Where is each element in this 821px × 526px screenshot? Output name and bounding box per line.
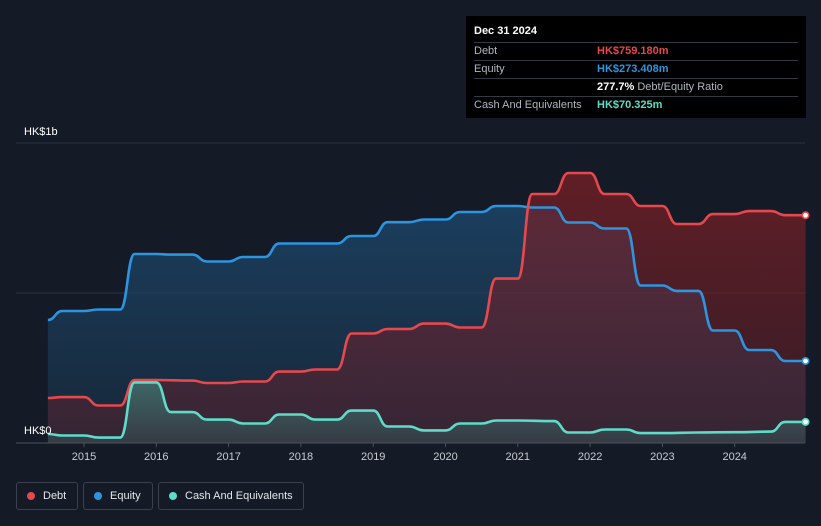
x-tick-label: 2017 bbox=[216, 451, 240, 463]
tooltip-label-ratio bbox=[474, 79, 597, 96]
x-axis-ticks: 2015 2016 2017 2018 2019 2020 2021 2022 2023 2024 bbox=[72, 443, 747, 463]
cash-end-marker[interactable] bbox=[801, 417, 810, 426]
legend-item-debt[interactable]: Debt bbox=[16, 482, 78, 510]
x-tick-label: 2015 bbox=[72, 451, 96, 463]
tooltip-value-cash: HK$70.325m bbox=[597, 99, 663, 111]
ratio-value: 277.7% bbox=[597, 81, 635, 93]
series-areas bbox=[47, 173, 806, 443]
legend-dot-cash bbox=[169, 492, 177, 500]
legend-item-equity[interactable]: Equity bbox=[83, 482, 153, 510]
equity-line bbox=[47, 204, 806, 363]
debt-area bbox=[47, 173, 806, 443]
debt-end-marker[interactable] bbox=[801, 211, 810, 220]
legend-dot-debt bbox=[27, 492, 35, 500]
x-tick-label: 2022 bbox=[578, 451, 602, 463]
y-axis-bottom-label: HK$0 bbox=[24, 425, 52, 437]
tooltip-row-cash: Cash And Equivalents HK$70.325m bbox=[474, 96, 798, 114]
x-tick-label: 2024 bbox=[722, 451, 746, 463]
tooltip-value-ratio: 277.7% Debt/Equity Ratio bbox=[597, 79, 723, 96]
tooltip-value-equity: HK$273.408m bbox=[597, 63, 669, 75]
x-tick-label: 2021 bbox=[506, 451, 530, 463]
series-end-markers bbox=[801, 211, 810, 426]
x-tick-label: 2020 bbox=[433, 451, 457, 463]
y-axis-top-label: HK$1b bbox=[24, 126, 58, 138]
cash-line bbox=[47, 381, 806, 439]
tooltip-row-equity: Equity HK$273.408m bbox=[474, 60, 798, 78]
series-lines bbox=[47, 171, 806, 439]
tooltip-label-equity: Equity bbox=[474, 63, 505, 75]
legend-label-cash: Cash And Equivalents bbox=[185, 490, 293, 502]
tooltip-row-debt: Debt HK$759.180m bbox=[474, 42, 798, 60]
tooltip-value-debt: HK$759.180m bbox=[597, 45, 669, 57]
tooltip-date: Dec 31 2024 bbox=[474, 25, 537, 37]
legend-dot-equity bbox=[94, 492, 102, 500]
x-tick-label: 2023 bbox=[650, 451, 674, 463]
legend-label-debt: Debt bbox=[43, 490, 67, 502]
tooltip-label-debt: Debt bbox=[474, 45, 498, 57]
tooltip-label-cash: Cash And Equivalents bbox=[474, 99, 582, 111]
debt-line bbox=[47, 171, 806, 407]
x-tick-label: 2018 bbox=[289, 451, 313, 463]
legend-item-cash[interactable]: Cash And Equivalents bbox=[158, 482, 304, 510]
ratio-unit: Debt/Equity Ratio bbox=[637, 81, 723, 93]
legend-label-equity: Equity bbox=[110, 490, 141, 502]
data-tooltip: Dec 31 2024 Debt HK$759.180m Equity HK$2… bbox=[466, 16, 806, 118]
equity-end-marker[interactable] bbox=[801, 356, 810, 365]
cash-area bbox=[47, 382, 806, 443]
tooltip-row-ratio: 277.7% Debt/Equity Ratio bbox=[474, 78, 798, 96]
x-tick-label: 2019 bbox=[361, 451, 385, 463]
x-tick-label: 2016 bbox=[144, 451, 168, 463]
